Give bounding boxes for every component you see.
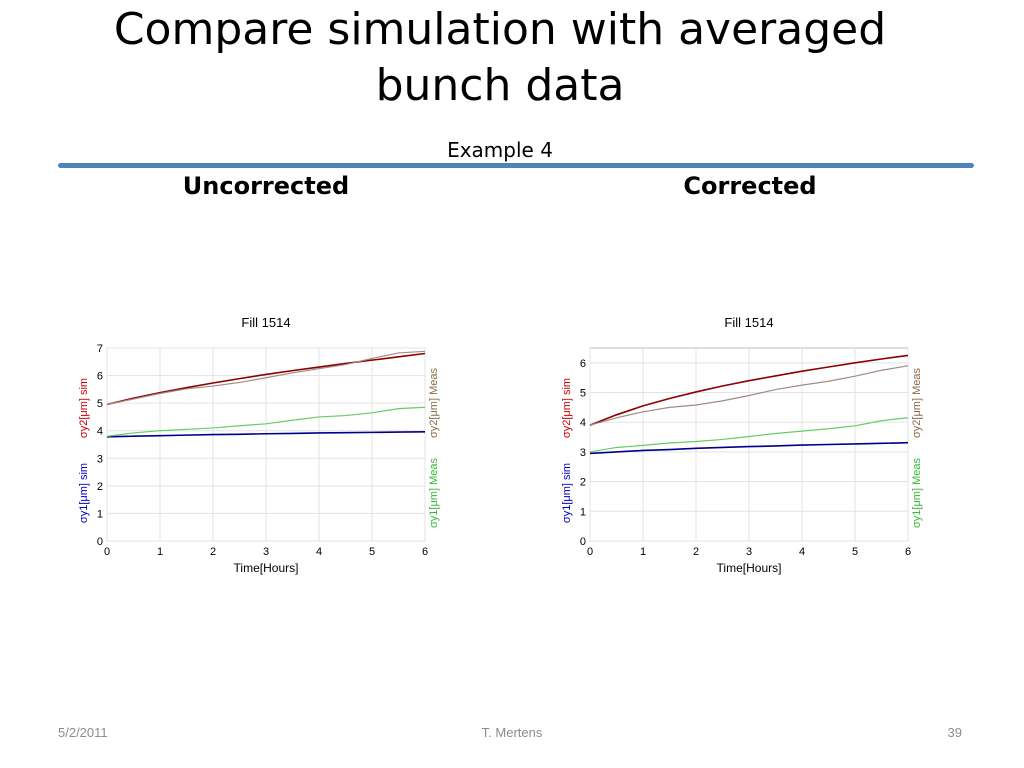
chart0-y-axis-label-left-y2: σy2[μm] sim <box>78 378 90 438</box>
chart0-x-tick-label: 5 <box>369 546 375 558</box>
chart0-x-tick-label: 3 <box>263 546 269 558</box>
footer-date: 5/2/2011 <box>58 725 108 740</box>
chart1-x-tick-label: 1 <box>640 546 646 558</box>
chart1-y-tick-label: 1 <box>580 506 586 518</box>
chart1-y-axis-label-right-y2: σy2[μm] Meas <box>911 368 923 438</box>
chart0-x-tick-label: 6 <box>422 546 428 558</box>
chart1-x-tick-label: 0 <box>587 546 593 558</box>
chart0-y-tick-label: 5 <box>97 398 103 410</box>
chart1-x-tick-label: 2 <box>693 546 699 558</box>
chart-corrected: Fill 1514 0 1 2 3 4 5 6 0 1 2 3 4 5 6 Time[Hours] σy2[μm… <box>561 315 923 575</box>
chart0-y-tick-label: 6 <box>97 371 103 383</box>
chart1-x-axis-label: Time[Hours] <box>717 561 782 575</box>
chart1-series-sim-y2 <box>589 354 909 426</box>
chart1-y-axis-label-left-y1: σy1[μm] sim <box>561 463 573 523</box>
chart0-x-tick-label: 4 <box>316 546 322 558</box>
chart0-series-meas-y1 <box>106 406 426 437</box>
chart1-title: Fill 1514 <box>724 315 773 330</box>
chart1-y-axis-label-right-y1: σy1[μm] Meas <box>911 458 923 528</box>
chart0-y-tick-label: 2 <box>97 481 103 493</box>
chart1-x-tick-label: 3 <box>746 546 752 558</box>
chart1-y-tick-label: 5 <box>580 388 586 400</box>
chart0-x-tick-label: 0 <box>104 546 110 558</box>
chart0-y-tick-label: 7 <box>97 343 103 355</box>
chart0-y-tick-label: 1 <box>97 508 103 520</box>
footer-author: T. Mertens <box>481 725 543 740</box>
chart0-y-tick-label: 3 <box>97 453 103 465</box>
chart1-y-tick-label: 4 <box>580 417 586 429</box>
chart1-y-axis-label-left-y2: σy2[μm] sim <box>561 378 573 438</box>
chart1-y-tick-label: 2 <box>580 477 586 489</box>
chart1-series-meas-y2 <box>589 365 909 426</box>
chart1-series-sim-y1 <box>589 441 909 455</box>
right-column-heading: Corrected <box>683 172 817 200</box>
chart1-y-tick-label: 6 <box>580 358 586 370</box>
chart1-series-meas-y1 <box>589 417 909 453</box>
chart1-x-tick-label: 6 <box>905 546 911 558</box>
title-divider <box>58 163 974 168</box>
chart0-y-axis-label-right-y1: σy1[μm] Meas <box>428 458 440 528</box>
chart0-series-sim-y2 <box>106 352 426 406</box>
chart1-x-tick-label: 4 <box>799 546 805 558</box>
slide-title: Compare simulation with averaged bunch d… <box>0 2 1000 114</box>
chart0-y-axis-label-right-y2: σy2[μm] Meas <box>428 368 440 438</box>
footer-page-number: 39 <box>947 725 962 740</box>
chart0-series-sim-y1 <box>106 431 426 438</box>
chart0-title: Fill 1514 <box>241 315 290 330</box>
slide-title-line1: Compare simulation with averaged <box>113 4 887 55</box>
chart0-y-axis-label-left-y1: σy1[μm] sim <box>78 463 90 523</box>
chart1-y-tick-label: 3 <box>580 447 586 459</box>
left-column-heading: Uncorrected <box>182 172 350 200</box>
chart0-y-tick-label: 4 <box>97 426 103 438</box>
chart0-y-tick-label: 0 <box>97 536 103 548</box>
chart1-y-tick-label: 0 <box>580 536 586 548</box>
slide-title-line2: bunch data <box>375 60 625 111</box>
chart0-x-axis-label: Time[Hours] <box>234 561 299 575</box>
chart-uncorrected: Fill 1514 0 1 2 3 4 5 6 0 1 2 3 4 5 6 7 Time[Hours] σy2[μ… <box>78 315 440 575</box>
chart0-x-tick-label: 1 <box>157 546 163 558</box>
chart0-series-meas-y2 <box>106 350 426 406</box>
chart0-x-tick-label: 2 <box>210 546 216 558</box>
slide-subtitle: Example 4 <box>447 138 553 162</box>
chart1-x-tick-label: 5 <box>852 546 858 558</box>
